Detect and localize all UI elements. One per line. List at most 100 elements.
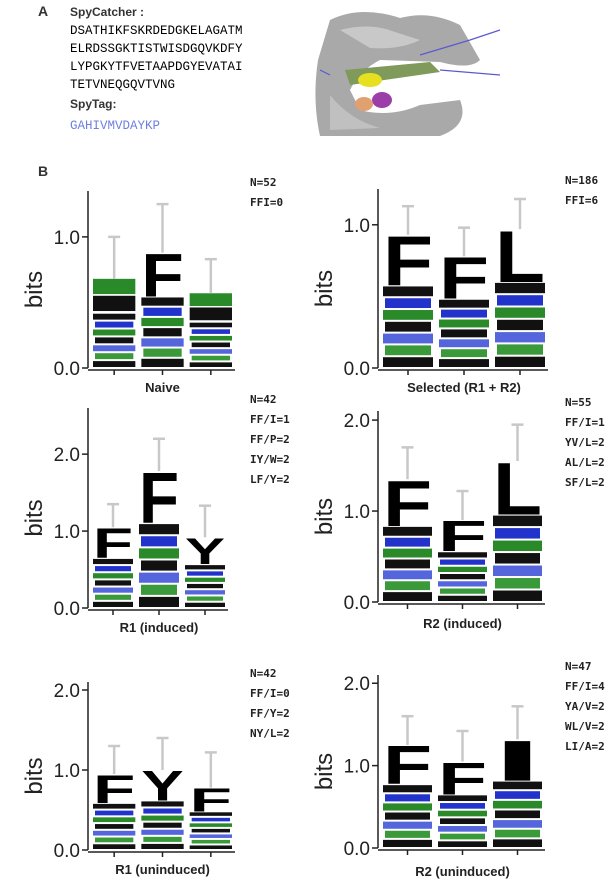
stack-stripe <box>493 781 542 790</box>
y-tick-label: 1.0 <box>54 761 80 782</box>
stack-stripe <box>93 313 136 320</box>
y-axis-label: bits <box>311 498 338 535</box>
annotation: FF/I=1 <box>565 416 605 429</box>
stack-stripe <box>383 333 433 344</box>
stack-stripe <box>93 558 133 565</box>
stack-stripe <box>95 580 131 586</box>
stack-stripe <box>383 548 432 558</box>
stack-stripe <box>438 581 487 587</box>
stack-stripe <box>141 815 184 821</box>
annotation: AL/L=2 <box>565 456 605 469</box>
y-tick-label: 0.0 <box>344 839 370 860</box>
stack-stripe <box>495 553 540 564</box>
stack-stripe <box>385 537 430 547</box>
annotation: LF/Y=2 <box>250 473 290 486</box>
stack-stripe <box>441 349 487 358</box>
logo-stack <box>438 552 487 601</box>
stack-stripe <box>383 821 432 829</box>
stack-stripe <box>440 803 485 809</box>
stack-stripe <box>440 833 485 840</box>
stack-stripe <box>440 818 485 825</box>
stack-stripe <box>93 817 136 823</box>
stack-stripe <box>95 321 134 328</box>
stack-top <box>93 278 136 295</box>
stack-stripe <box>191 839 230 844</box>
stack-stripe <box>497 319 543 331</box>
stack-stripe <box>495 307 545 318</box>
stack-stripe <box>440 588 485 594</box>
annotation: FF/P=2 <box>250 433 290 446</box>
sequence-line: LYPGKYTFVETAAPDGYEVATAI <box>70 60 243 74</box>
top-letter: F <box>439 247 489 312</box>
stack-stripe <box>495 332 545 343</box>
y-axis-label: bits <box>311 270 338 307</box>
panel-caption: R2 (induced) <box>423 616 502 631</box>
stack-stripe <box>189 322 232 328</box>
stack-stripe <box>189 834 232 838</box>
logo-stack <box>93 803 136 849</box>
stack-stripe <box>141 317 184 327</box>
stack-stripe <box>385 830 430 838</box>
stack-stripe <box>383 839 432 847</box>
y-tick-label: 0.0 <box>54 359 80 380</box>
stack-stripe <box>191 329 230 334</box>
stack-stripe <box>93 803 136 809</box>
y-tick-label: 0.0 <box>344 593 370 614</box>
stack-stripe <box>385 298 431 309</box>
logo-stack <box>93 558 133 607</box>
panel-label: B <box>38 163 48 179</box>
stack-stripe <box>141 536 177 547</box>
stack-stripe <box>497 295 543 306</box>
stack-stripe <box>189 845 232 849</box>
stack-stripe <box>189 362 232 367</box>
y-tick-label: 0.0 <box>54 599 80 620</box>
stack-stripe <box>191 355 230 361</box>
panel-caption: Naive <box>145 380 180 395</box>
panel-label: A <box>38 3 48 19</box>
top-letter: F <box>93 768 135 812</box>
logo-stack <box>185 565 225 607</box>
stack-stripe <box>185 602 225 607</box>
annotation: YA/V=2 <box>565 700 605 713</box>
annotation: NY/L=2 <box>250 727 290 740</box>
stack-stripe <box>440 573 485 580</box>
annotation: SF/L=2 <box>565 476 605 489</box>
logo-stack <box>383 785 432 847</box>
logo-stack <box>141 801 184 849</box>
stack-stripe <box>441 309 487 318</box>
stack-stripe <box>143 348 182 357</box>
stack-stripe <box>143 307 182 316</box>
annotation: N=42 <box>250 393 277 406</box>
y-axis-label: bits <box>21 757 48 794</box>
protein-structure <box>312 10 504 136</box>
stack-stripe <box>95 810 134 816</box>
annotation: FFI=6 <box>565 194 598 207</box>
stack-stripe <box>93 573 133 579</box>
stack-stripe <box>143 808 182 814</box>
stack-stripe <box>385 559 430 569</box>
top-letter: L <box>493 448 542 531</box>
stack-stripe <box>95 353 134 360</box>
spytag-sequence: GAHIVMVDAYKP <box>70 119 160 133</box>
stack-stripe <box>187 583 223 589</box>
stack-stripe <box>493 590 542 601</box>
annotation: WL/V=2 <box>565 720 605 733</box>
annotation: FF/I=4 <box>565 680 605 693</box>
stack-stripe <box>439 299 489 308</box>
stack-stripe <box>385 794 430 802</box>
sequence-line: ELRDSSGKTISTWISDGQVKDFY <box>70 42 243 56</box>
stack-stripe <box>141 843 184 849</box>
stack-stripe <box>383 286 433 297</box>
stack-stripe <box>438 795 487 802</box>
stack-stripe <box>438 810 487 817</box>
stack-stripe <box>139 572 179 583</box>
stack-stripe <box>189 349 232 354</box>
stack-stripe <box>185 565 225 570</box>
stack-top <box>189 307 232 321</box>
top-letter: F <box>438 513 487 561</box>
logo-stack <box>495 282 545 367</box>
stack-stripe <box>383 803 432 811</box>
annotation: FFI=0 <box>250 196 283 209</box>
stack-stripe <box>383 310 433 320</box>
